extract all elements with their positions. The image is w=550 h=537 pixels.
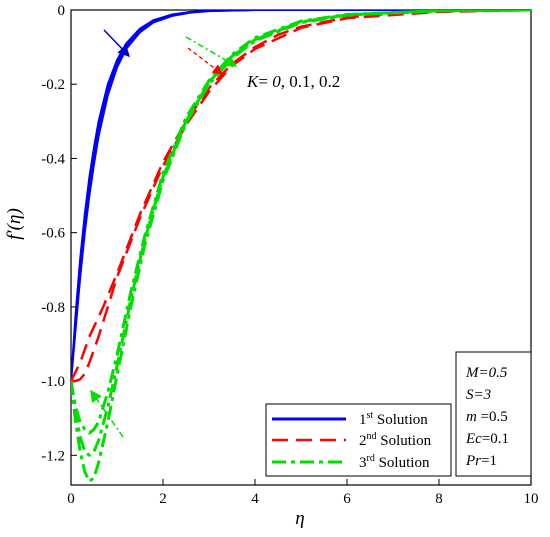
param-s: S=3 [466, 387, 491, 403]
legend: 1st Solution 2nd Solution 3rd Solution [265, 403, 452, 477]
y-tick-label: -0.8 [41, 300, 65, 316]
blue-arrow-indicator [103, 29, 131, 58]
legend-label-3: 3rd Solution [359, 453, 430, 471]
k-annotation: K= 0, 0.1, 0.2 [246, 72, 340, 91]
param-m-cap: M=0.5 [465, 365, 508, 381]
legend-suffix-1: Solution [373, 412, 428, 428]
y-axis-label: f′(η) [4, 208, 25, 240]
series-line-5 [71, 10, 531, 383]
green-arrow-indicator-bottom [90, 389, 124, 438]
legend-ord-2: 2 [359, 433, 367, 449]
param-ec: Ec=0.1 [465, 431, 509, 447]
parameter-box: M=0.5 S=3 m =0.5 Ec=0.1 Pr=1 [455, 351, 532, 477]
k-annotation-k0: 0, [272, 72, 285, 91]
k-annotation-prefix: K [246, 72, 260, 91]
x-tick-label: 8 [435, 491, 443, 507]
k-annotation-mid: = [258, 72, 272, 91]
x-tick-label: 0 [67, 491, 75, 507]
x-tick-label: 6 [343, 491, 351, 507]
x-axis-label: η [295, 508, 304, 529]
legend-sup-1: st [367, 410, 374, 421]
series-line-4 [71, 10, 531, 382]
y-tick-label: -1.2 [41, 448, 65, 464]
y-tick-label: 0 [58, 3, 66, 19]
series-line-3 [71, 10, 531, 382]
y-tick-label: -0.2 [41, 77, 65, 93]
legend-label-2: 2nd Solution [359, 431, 432, 449]
series-line-2 [71, 10, 531, 382]
red-arrow-indicator [187, 47, 224, 75]
legend-label-1: 1st Solution [359, 410, 428, 428]
y-tick-label: -0.6 [41, 226, 65, 242]
legend-sup-3: rd [367, 453, 375, 464]
legend-ord-3: 3 [359, 455, 367, 471]
x-tick-label: 2 [159, 491, 167, 507]
series-line-6 [71, 10, 531, 435]
series-line-1 [71, 10, 531, 382]
param-pr: Pr=1 [465, 453, 497, 469]
legend-sup-2: nd [367, 431, 377, 442]
green-arrow-indicator-top [185, 36, 238, 67]
y-tick-label: -0.4 [41, 151, 65, 167]
y-tick-label: -1.0 [41, 374, 65, 390]
x-tick-label: 10 [524, 491, 539, 507]
parameter-box-frame [455, 351, 532, 477]
legend-ord-1: 1 [359, 412, 367, 428]
k-annotation-rest: 0.1, 0.2 [285, 72, 340, 91]
series-line-8 [71, 10, 531, 483]
legend-suffix-3: Solution [375, 455, 430, 471]
x-tick-label: 4 [251, 491, 259, 507]
legend-suffix-2: Solution [377, 433, 432, 449]
param-m-small: m =0.5 [466, 409, 508, 425]
